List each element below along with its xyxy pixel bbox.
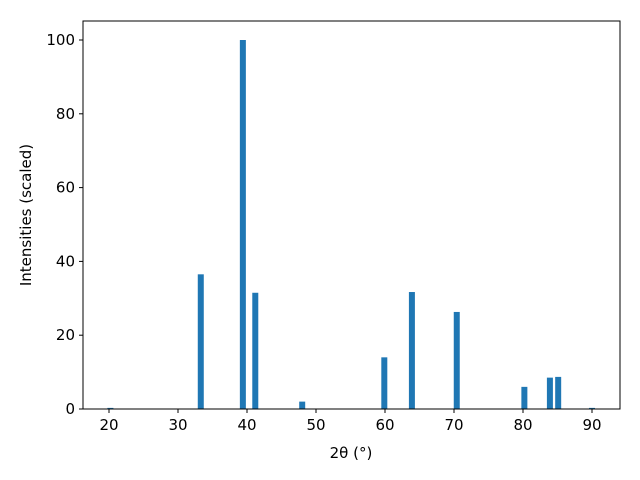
bar [521, 386, 528, 409]
bar [197, 274, 204, 409]
y-axis-label: Intensities (scaled) [17, 144, 35, 286]
x-tick-label: 50 [306, 416, 325, 434]
x-tick-label: 60 [375, 416, 394, 434]
bar [381, 357, 388, 409]
x-tick-label: 20 [99, 416, 118, 434]
x-tick-label: 80 [513, 416, 532, 434]
y-tick-label: 100 [46, 31, 75, 49]
y-tick-label: 60 [56, 179, 75, 197]
bar [555, 376, 562, 409]
bar [408, 292, 415, 409]
bar [107, 407, 114, 409]
x-axis-label: 2θ (°) [330, 444, 373, 462]
y-tick-label: 40 [56, 252, 75, 270]
x-tick-label: 90 [582, 416, 601, 434]
y-tick-label: 80 [56, 105, 75, 123]
bar [239, 40, 246, 410]
bar [252, 292, 259, 409]
bar [453, 311, 460, 409]
x-tick-label: 40 [237, 416, 256, 434]
y-tick-label: 20 [56, 326, 75, 344]
bar [299, 401, 306, 409]
x-tick-label: 30 [168, 416, 187, 434]
y-tick-label: 0 [65, 400, 75, 418]
axes-frame [82, 20, 621, 410]
bar [588, 407, 595, 409]
bar [546, 377, 553, 409]
x-tick-label: 70 [444, 416, 463, 434]
